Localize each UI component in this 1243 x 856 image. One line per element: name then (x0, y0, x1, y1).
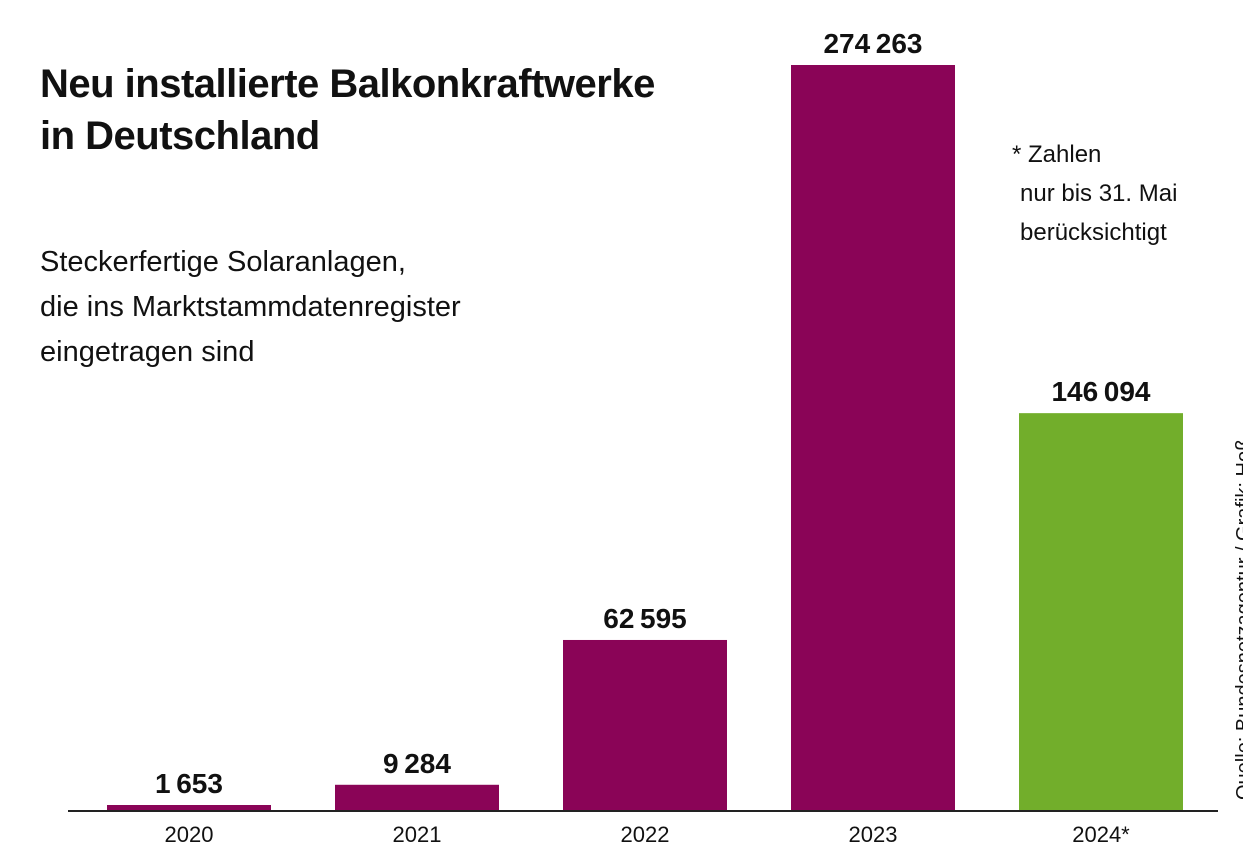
bar-2024 (1019, 413, 1183, 810)
footnote-line-1: * Zahlen (1012, 141, 1102, 168)
bar-2021 (335, 784, 499, 810)
x-tick-label-2024: 2024* (1072, 822, 1130, 847)
x-tick-labels-group: 2020 2021 2022 2023 2024* (165, 822, 1131, 847)
chart-title: Neu installierte Balkonkraftwerke in Deu… (40, 58, 740, 162)
bar-2020 (107, 805, 271, 810)
chart-subtitle: Steckerfertige Solaranlagen, die ins Mar… (40, 240, 660, 375)
x-tick-label-2023: 2023 (849, 822, 898, 847)
chart-title-line-2: in Deutschland (40, 114, 320, 158)
chart-title-line-1: Neu installierte Balkonkraftwerke (40, 62, 655, 106)
value-label-2020: 1 653 (155, 768, 223, 799)
bar-2022 (563, 639, 727, 810)
footnote-line-2: nur bis 31. Mai (1020, 180, 1178, 207)
value-label-2022: 62 595 (603, 603, 686, 634)
chart-subtitle-line-2: die ins Marktstammdatenregister (40, 291, 461, 323)
value-label-2023: 274 263 (823, 28, 922, 59)
x-tick-label-2020: 2020 (165, 822, 214, 847)
footnote: * Zahlen nur bis 31. Mai berücksichtigt (1012, 135, 1212, 252)
x-tick-label-2021: 2021 (393, 822, 442, 847)
footnote-line-3: berücksichtigt (1020, 219, 1167, 246)
bars-group (107, 65, 1183, 810)
x-tick-label-2022: 2022 (621, 822, 670, 847)
bar-2023 (791, 65, 955, 810)
value-labels-group: 1 653 9 284 62 595 274 263 146 094 (155, 28, 1151, 799)
chart-subtitle-line-3: eingetragen sind (40, 336, 255, 368)
chart-subtitle-line-1: Steckerfertige Solaranlagen, (40, 246, 406, 278)
value-label-2021: 9 284 (383, 748, 451, 779)
value-label-2024: 146 094 (1051, 376, 1150, 407)
